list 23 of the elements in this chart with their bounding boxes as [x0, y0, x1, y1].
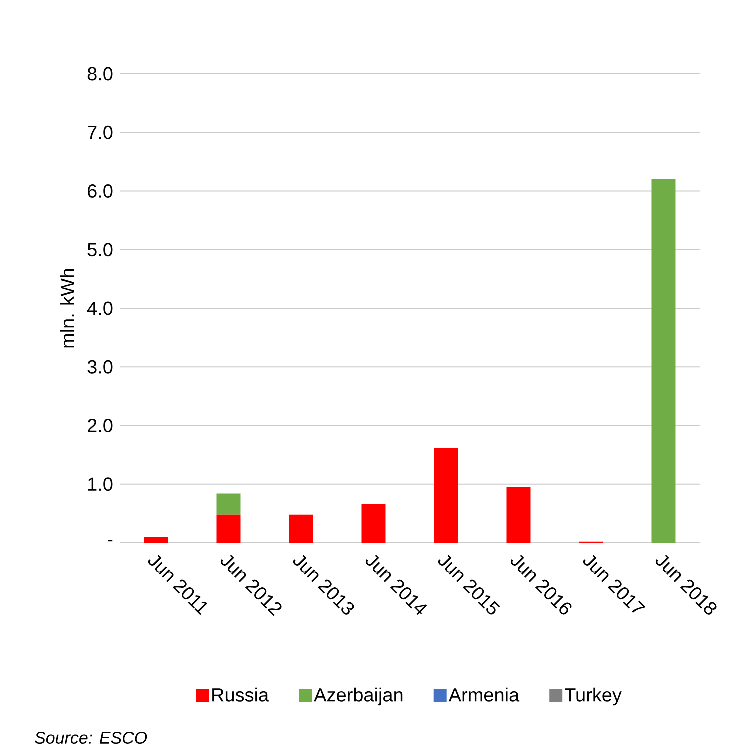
y-tick-label: - [108, 540, 113, 542]
y-tick-label: 4.0 [87, 302, 113, 316]
bar [506, 487, 531, 543]
bar [652, 180, 676, 543]
bar [362, 504, 386, 543]
legend-label: Turkey [565, 688, 622, 706]
bar [434, 448, 458, 543]
bar [289, 514, 314, 543]
bar [144, 537, 168, 543]
legend-label: Azerbaijan [314, 688, 403, 706]
bar [216, 514, 241, 543]
y-tick-label: 8.0 [88, 67, 113, 81]
y-tick-label: 3.0 [88, 360, 113, 374]
legend-label: Russia [212, 688, 270, 702]
y-tick-label: 1.0 [88, 478, 113, 492]
y-tick-label: 7.0 [88, 126, 113, 140]
y-tick-label: 6.0 [88, 184, 113, 198]
legend-label: Armenia [448, 688, 520, 702]
y-tick-label: 5.0 [88, 243, 113, 257]
source-note: Source: ESCO [35, 732, 148, 744]
bar [216, 494, 241, 515]
y-axis-title: mln. kWh [60, 269, 74, 348]
y-tick-label: 2.0 [88, 419, 113, 432]
